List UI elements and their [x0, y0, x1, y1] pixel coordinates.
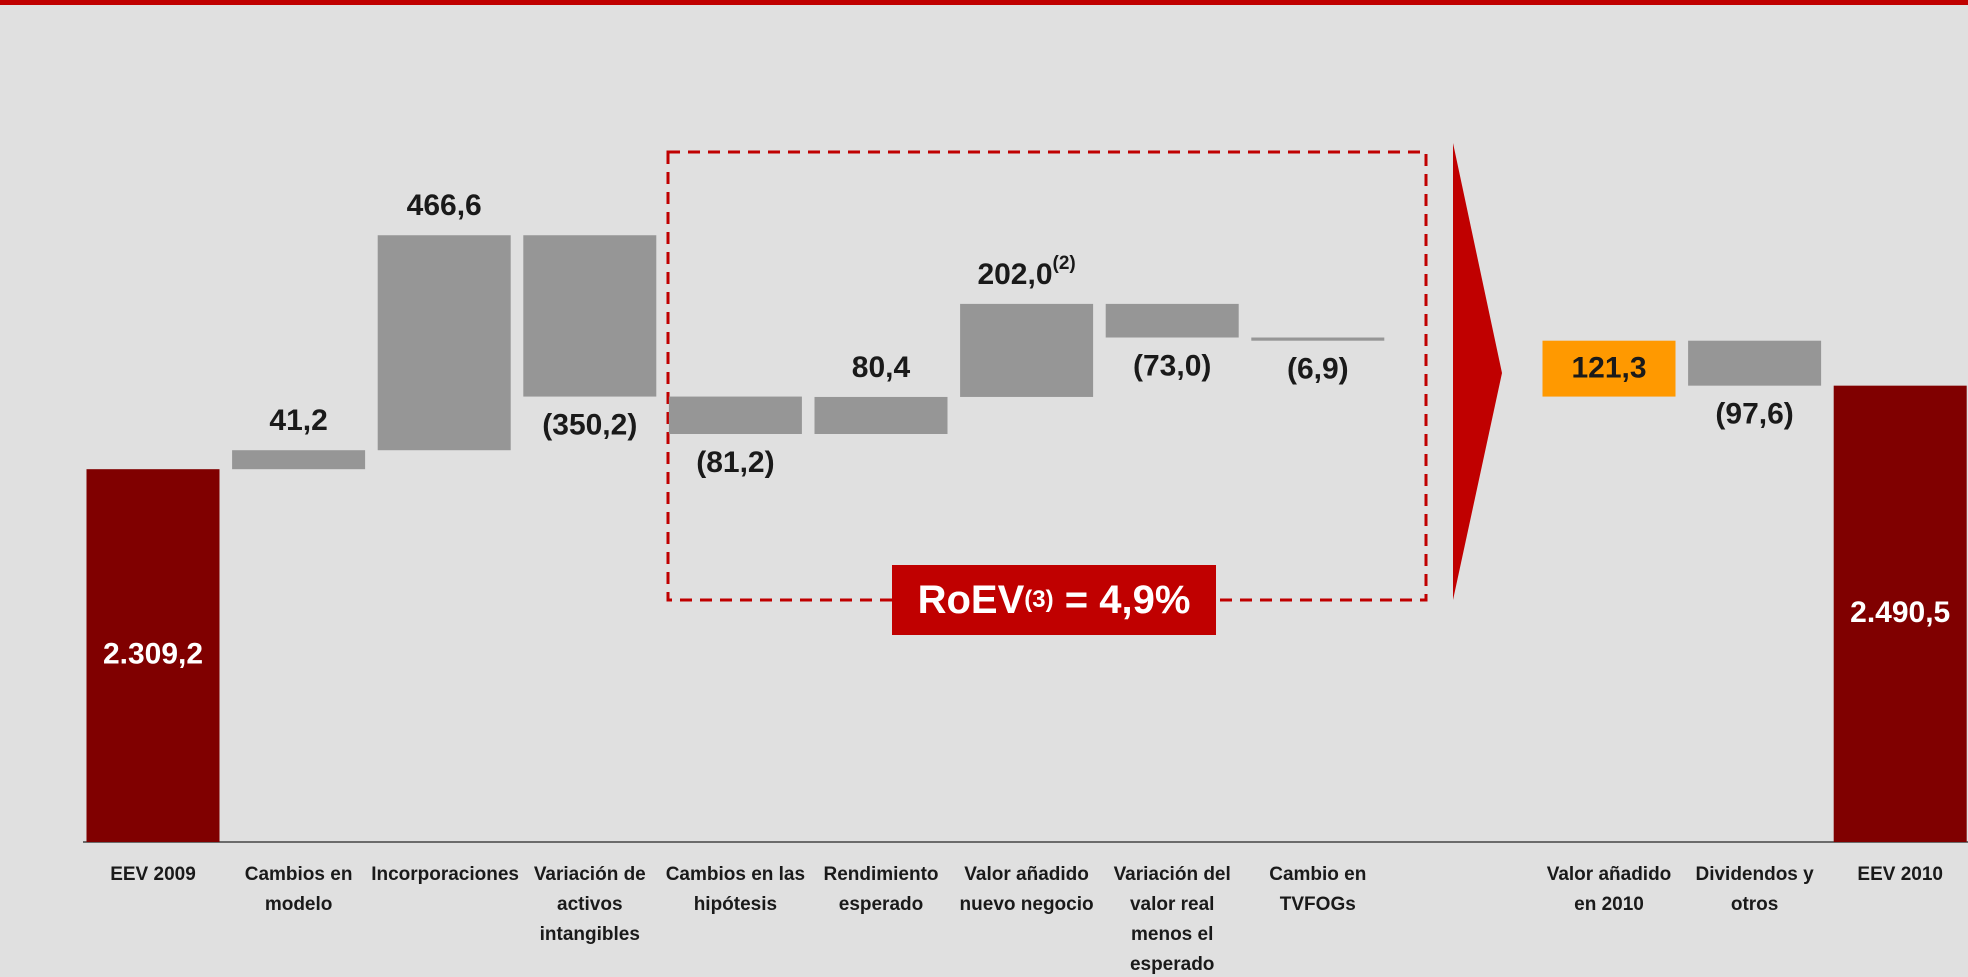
value-label: (97,6) — [1715, 398, 1793, 431]
value-label-text: (350,2) — [542, 409, 637, 442]
value-label-text: 121,3 — [1571, 352, 1646, 385]
value-label: 41,2 — [269, 404, 327, 437]
bar — [668, 396, 802, 434]
bar — [1105, 303, 1239, 338]
bar — [232, 450, 366, 470]
value-label-text: 2.309,2 — [103, 638, 203, 671]
value-label-text: (73,0) — [1133, 349, 1211, 382]
value-label-text: 80,4 — [852, 351, 911, 384]
x-tick-label: Valor añadido en 2010 — [1546, 864, 1672, 915]
bar — [814, 396, 948, 434]
value-label: 202,0(2) — [977, 253, 1075, 291]
bar — [1688, 340, 1822, 386]
value-label-text: (6,9) — [1287, 353, 1349, 386]
value-label-text: 202,0 — [977, 258, 1052, 291]
roev-sup: (3) — [1024, 586, 1054, 613]
x-tick-label: Valor añadido nuevo negocio — [959, 864, 1094, 915]
arrow — [1453, 143, 1502, 600]
bar — [377, 235, 511, 451]
x-tick-label: Variación del valor real menos el espera… — [1113, 864, 1231, 975]
roev-text: RoEV — [917, 577, 1025, 622]
value-label-text: 2.490,5 — [1850, 596, 1950, 629]
bar — [1833, 385, 1967, 842]
value-label: (350,2) — [542, 409, 637, 442]
x-tick-label: Incorporaciones — [371, 864, 520, 885]
value-label-text: (81,2) — [696, 446, 774, 479]
value-label: 121,3 — [1571, 352, 1646, 385]
roev-annotation: RoEV (3) = 4,9% — [892, 565, 1216, 635]
value-label: (6,9) — [1287, 353, 1349, 386]
x-tick-label: Cambios en modelo — [244, 864, 353, 915]
x-tick-label: Rendimiento esperado — [823, 864, 939, 915]
x-tick-label: Variación de activos intangibles — [533, 864, 646, 945]
bar — [960, 303, 1094, 397]
value-label-text: (97,6) — [1715, 398, 1793, 431]
bar — [1542, 340, 1676, 397]
chart: 2.309,2 41,2 466,6 (350,2) (81,2) 80,4 202,0(2… — [83, 143, 1968, 843]
value-label-note: (2) — [1053, 253, 1076, 274]
value-label: 2.490,5 — [1850, 596, 1950, 629]
x-tick-label: EEV 2009 — [110, 864, 196, 885]
value-label: 466,6 — [407, 189, 482, 222]
value-label: (81,2) — [696, 446, 774, 479]
bar — [86, 469, 220, 842]
bar — [1251, 337, 1385, 341]
value-label-text: 41,2 — [269, 404, 327, 437]
roev-rest: = 4,9% — [1064, 577, 1191, 622]
x-tick-label: EEV 2010 — [1857, 864, 1943, 885]
bar — [523, 235, 657, 397]
value-label: (73,0) — [1133, 349, 1211, 382]
value-label: 80,4 — [852, 351, 911, 384]
x-tick-label: Dividendos y otros — [1695, 864, 1814, 915]
x-tick-label: Cambio en TVFOGs — [1269, 864, 1367, 915]
value-label-text: 466,6 — [407, 189, 482, 222]
value-label: 2.309,2 — [103, 638, 203, 671]
x-tick-label: Cambios en las hipótesis — [665, 864, 806, 915]
